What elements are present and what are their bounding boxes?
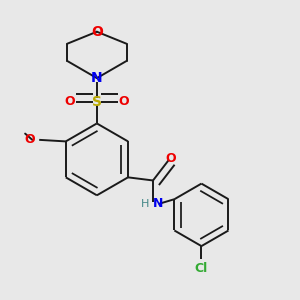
Text: O: O: [119, 95, 129, 108]
Text: O: O: [166, 152, 176, 165]
Text: H: H: [141, 199, 149, 209]
Text: N: N: [91, 71, 103, 85]
Text: O: O: [24, 133, 34, 146]
Text: N: N: [152, 197, 163, 210]
Text: Cl: Cl: [195, 262, 208, 275]
Text: S: S: [92, 94, 102, 109]
Text: O: O: [91, 25, 103, 39]
Text: O: O: [64, 95, 75, 108]
